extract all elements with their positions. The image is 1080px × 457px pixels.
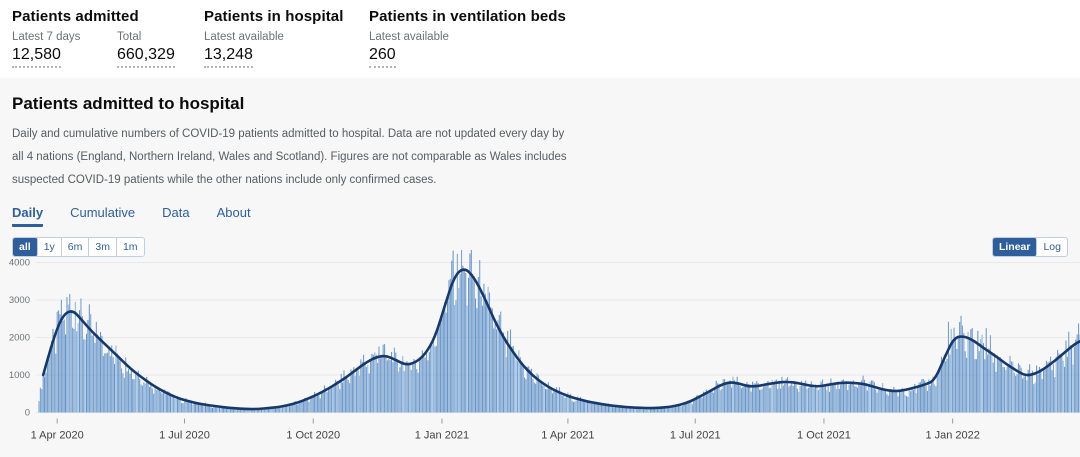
rolling-average-line — [41, 268, 1080, 411]
y-axis-label: 0 — [25, 408, 30, 419]
stat-label: Total — [117, 31, 142, 43]
summary-patients-in-ventilation-beds: Patients in ventilation beds Latest avai… — [369, 8, 566, 78]
x-axis-label: 1 Oct 2021 — [797, 430, 851, 442]
admissions-chart[interactable]: 0 1000 2000 3000 4000 1 Apr 2020 1 Jul 2020 1 O… — [0, 250, 1080, 457]
range-6m-button[interactable]: 6m — [62, 238, 90, 256]
scale-linear-button[interactable]: Linear — [992, 238, 1038, 256]
card-description: Daily and cumulative numbers of COVID-19… — [12, 128, 567, 186]
x-axis-label: 1 Jul 2020 — [159, 430, 210, 442]
time-range-group: all 1y 6m 3m 1m — [12, 237, 145, 257]
y-axis-label: 4000 — [9, 258, 30, 269]
scale-toggle-group: Linear Log — [991, 237, 1068, 257]
range-3m-button[interactable]: 3m — [89, 238, 117, 256]
chart-tabs: Daily Cumulative Data About — [12, 205, 1068, 227]
y-axis-label: 2000 — [9, 333, 30, 344]
summary-title: Patients admitted — [12, 8, 139, 25]
chart-controls: all 1y 6m 3m 1m Linear Log — [12, 237, 1068, 257]
x-axis-label: 1 Apr 2021 — [541, 430, 594, 442]
x-axis-label: 1 Apr 2020 — [31, 430, 84, 442]
stat-value-latest-7-days[interactable]: 12,580 — [12, 46, 61, 68]
stat-value-ventilation[interactable]: 260 — [369, 46, 396, 68]
x-axis-label: 1 Jan 2021 — [415, 430, 469, 442]
tab-data[interactable]: Data — [162, 205, 190, 220]
y-axis-label: 3000 — [9, 295, 30, 306]
range-1m-button[interactable]: 1m — [122, 241, 138, 253]
x-axis-label: 1 Jan 2022 — [925, 430, 979, 442]
x-axis-label: 1 Jul 2021 — [670, 430, 721, 442]
scale-log-button[interactable]: Log — [1043, 241, 1061, 253]
range-1y-button[interactable]: 1y — [38, 238, 62, 256]
stat-label: Latest available — [204, 31, 284, 43]
tab-about[interactable]: About — [216, 205, 251, 220]
daily-bars — [38, 250, 1080, 413]
summary-title: Patients in ventilation beds — [369, 8, 567, 25]
y-axis-label: 1000 — [9, 370, 30, 381]
stat-label: Latest available — [369, 31, 449, 43]
stat-value-total[interactable]: 660,329 — [117, 46, 175, 68]
x-axis-label: 1 Oct 2020 — [286, 430, 340, 442]
summary-patients-in-hospital: Patients in hospital Latest available 13… — [204, 8, 369, 78]
summary-patients-admitted: Patients admitted Latest 7 days 12,580 T… — [12, 8, 204, 78]
tab-cumulative[interactable]: Cumulative — [70, 205, 136, 220]
stat-label: Latest 7 days — [12, 31, 81, 43]
range-all-button[interactable]: all — [13, 238, 38, 256]
summary-strip: Patients admitted Latest 7 days 12,580 T… — [0, 0, 1080, 78]
summary-title: Patients in hospital — [204, 8, 344, 25]
card-title: Patients admitted to hospital — [12, 94, 245, 113]
stat-value-in-hospital[interactable]: 13,248 — [204, 46, 253, 68]
tab-daily[interactable]: Daily — [12, 205, 44, 227]
